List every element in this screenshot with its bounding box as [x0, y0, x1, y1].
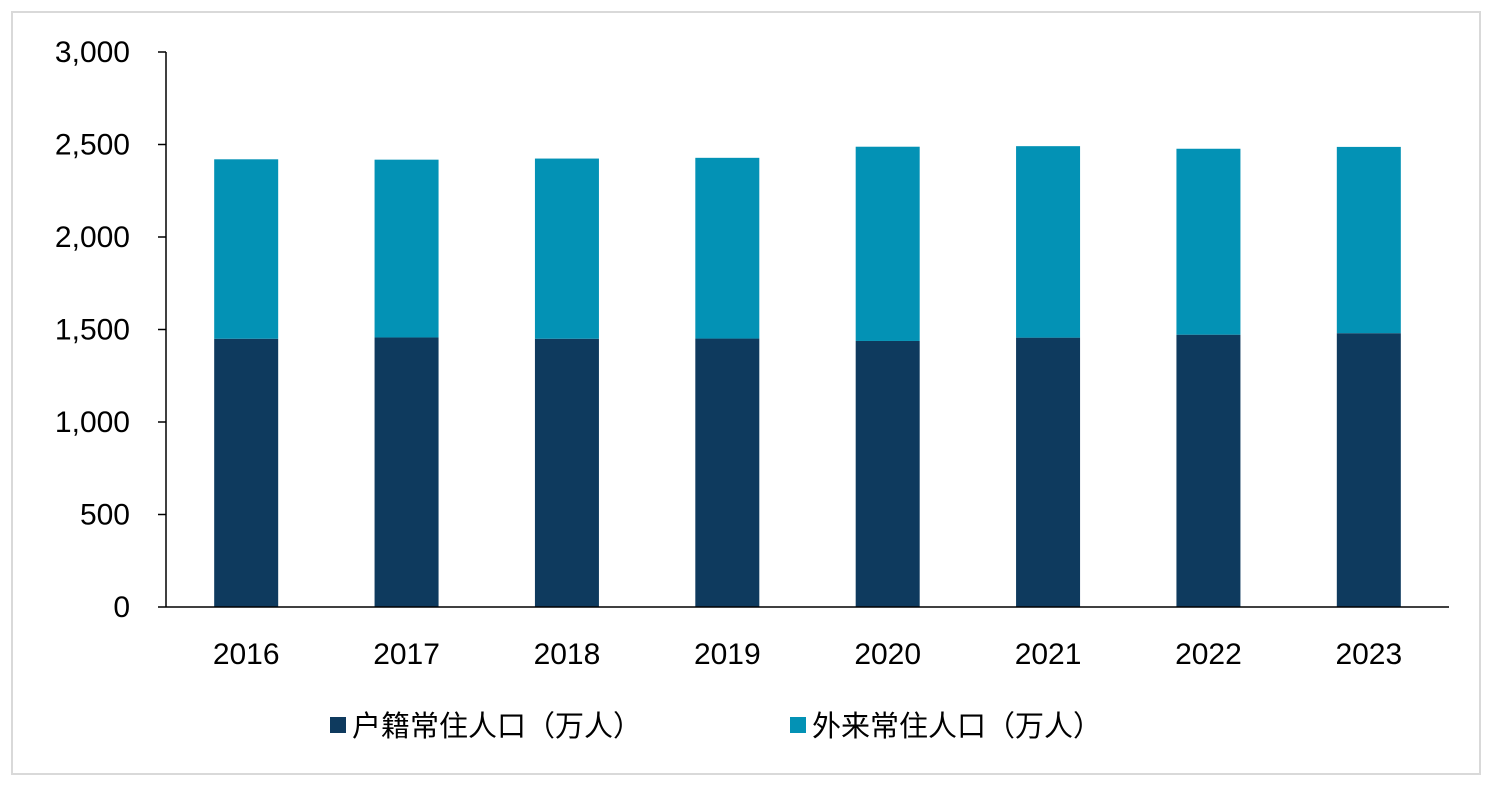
y-tick-label: 3,000 [55, 36, 130, 69]
bar-migrant-2018 [534, 158, 599, 339]
legend-label: 外来常住人口（万人） [812, 709, 1102, 743]
x-tick-label: 2017 [373, 638, 440, 671]
bar-migrant-2016 [214, 159, 279, 339]
y-tick-label: 500 [80, 499, 130, 532]
x-tick-label: 2018 [534, 638, 601, 671]
x-tick-label: 2020 [854, 638, 921, 671]
x-tick-label: 2023 [1335, 638, 1402, 671]
bar-migrant-2019 [695, 157, 760, 339]
bar-migrant-2022 [1176, 148, 1241, 335]
y-tick-label: 0 [113, 591, 130, 624]
legend-swatch [790, 717, 806, 733]
bar-migrant-2020 [855, 146, 920, 341]
bar-registered-2020 [855, 340, 920, 607]
x-tick-label: 2016 [213, 638, 280, 671]
bar-migrant-2023 [1336, 146, 1401, 334]
x-tick-label: 2022 [1175, 638, 1242, 671]
legend-label: 户籍常住人口（万人） [352, 709, 642, 743]
x-axis: 2016 2017 2018 2019 2020 2021 2022 2023 [166, 606, 1449, 671]
bar-registered-2017 [374, 337, 439, 607]
legend-swatch [330, 717, 346, 733]
bar-migrant-2017 [374, 159, 439, 338]
x-tick-label: 2021 [1015, 638, 1082, 671]
bars [214, 146, 1401, 607]
bar-registered-2021 [1016, 337, 1081, 607]
bar-registered-2019 [695, 338, 760, 607]
bar-registered-2023 [1336, 333, 1401, 607]
legend: 户籍常住人口（万人） 外来常住人口（万人） [330, 709, 1102, 743]
bar-registered-2016 [214, 338, 279, 607]
bar-registered-2022 [1176, 334, 1241, 607]
y-tick-label: 2,000 [55, 221, 130, 254]
x-tick-label: 2019 [694, 638, 761, 671]
y-tick-label: 2,500 [55, 129, 130, 162]
y-axis: 0 500 1,000 1,500 2,000 2,500 3,000 [55, 36, 167, 624]
y-tick-label: 1,500 [55, 314, 130, 347]
bar-registered-2018 [534, 338, 599, 607]
bar-migrant-2021 [1016, 146, 1081, 338]
y-tick-label: 1,000 [55, 406, 130, 439]
